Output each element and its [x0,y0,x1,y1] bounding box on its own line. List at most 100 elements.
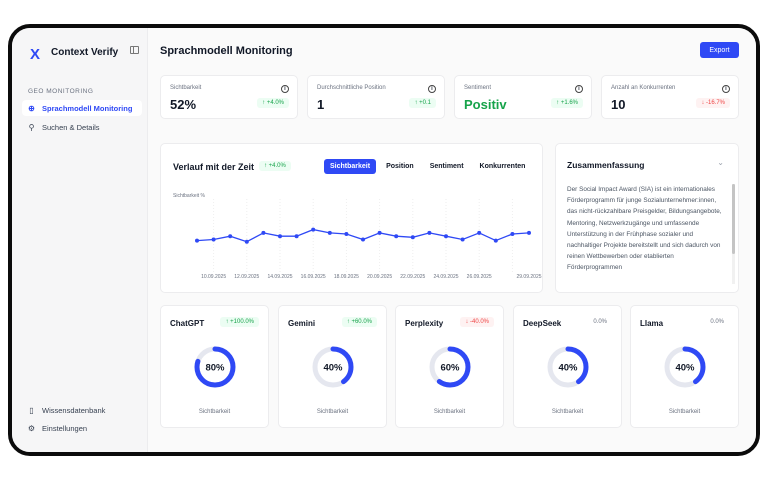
summary-card: Zusammenfassung ⌄ Der Social Impact Awar… [555,143,739,293]
donut-label: 80% [205,363,225,374]
tab-konkurrenten[interactable]: Konkurrenten [479,163,526,170]
chart-card: Verlauf mit der Zeit ↑ +4.0% Sichtbarkei… [160,143,543,293]
kpi-change: +0.1 [419,100,431,106]
kpi-change: +1.6% [560,100,578,106]
main-content: Sprachmodell Monitoring Export Sichtbark… [148,28,756,452]
model-name: Gemini [288,319,316,328]
model-change-badge: 0.0% [705,317,729,327]
x-tick-label: 18.09.2025 [334,274,359,280]
data-point [493,238,498,243]
chart-tabs: Sichtbarkeit Position Sentiment Konkurre… [324,159,531,174]
kpi-value: 1 [317,97,325,112]
donut-fill [664,346,706,388]
data-point [244,239,249,244]
data-point [261,230,266,235]
model-card-deepseek: DeepSeek 0.0% 40% Sichtbarkeit [513,305,622,428]
visibility-donut: 40% [547,346,589,388]
info-icon[interactable]: i [575,85,583,93]
info-icon[interactable]: i [428,85,436,93]
kpi-value: 10 [611,97,626,112]
visibility-donut: 40% [664,346,706,388]
sidebar-item-wissensdatenbank[interactable]: ▯ Wissensdatenbank [22,402,142,418]
kpi-label: Sentiment [464,85,492,91]
x-tick-label: 20.09.2025 [367,274,392,280]
data-point [195,238,199,243]
tab-position[interactable]: Position [386,163,414,170]
chevron-down-icon[interactable]: ⌄ [717,158,724,167]
x-tick-label: 26.09.2025 [467,274,492,280]
model-name: ChatGPT [170,319,205,328]
data-point [211,237,216,242]
data-point [311,227,316,232]
data-point [294,234,299,239]
model-metric-label: Sichtbarkeit [668,409,701,415]
export-button[interactable]: Export [700,42,739,58]
tab-sichtbarkeit[interactable]: Sichtbarkeit [324,159,377,174]
kpi-card-position: Durchschnittliche Position i 1 ↑ +0.1 [307,75,445,119]
model-change: 0.0% [710,319,724,325]
model-metric-label: Sichtbarkeit [198,409,231,415]
info-icon[interactable]: i [722,85,730,93]
logo-icon: Χ [30,46,41,63]
model-change-badge: ↓ -40.0% [460,317,494,327]
gear-icon: ⚙ [27,423,36,433]
donut-fill [429,346,471,388]
donut-label: 40% [675,363,695,374]
kpi-value: Positiv [464,97,507,112]
kpi-change-badge: ↓ -16.7% [696,98,730,108]
kpi-change: +4.0% [266,100,284,106]
data-point [278,234,282,239]
data-point [377,230,382,235]
y-axis-label: Sichtbarkeit % [173,193,205,199]
tab-sentiment[interactable]: Sentiment [429,163,464,170]
model-change-badge: ↑ +60.0% [341,317,377,327]
donut-fill [312,346,354,388]
kpi-change-badge: ↑ +0.1 [409,98,436,108]
data-point [444,234,448,239]
search-icon: ⚲ [28,122,35,132]
model-metric-label: Sichtbarkeit [551,409,584,415]
data-point [344,232,349,236]
sidebar-item-einstellungen[interactable]: ⚙ Einstellungen [22,420,142,436]
sidebar-toggle-icon[interactable] [130,46,139,54]
data-point [361,237,365,242]
donut-label: 40% [558,363,578,374]
donut-fill [194,346,236,388]
kpi-label: Sichtbarkeit [170,85,202,91]
x-tick-label: 14.09.2025 [267,274,292,280]
kpi-card-sichtbarkeit: Sichtbarkeit i 52% ↑ +4.0% [160,75,298,119]
kpi-label: Durchschnittliche Position [317,85,386,91]
summary-text: Der Social Impact Award (SIA) ist ein in… [567,186,722,272]
kpi-change-badge: ↑ +1.6% [551,98,583,108]
sidebar-item-label: Sprachmodell Monitoring [42,103,133,113]
kpi-label: Anzahl an Konkurrenten [611,85,676,91]
sidebar-item-sprachmodell-monitoring[interactable]: ⊕ Sprachmodell Monitoring [22,100,142,116]
sidebar-item-suchen-details[interactable]: ⚲ Suchen & Details [22,119,142,135]
model-name: Perplexity [405,319,444,328]
data-point [410,235,415,240]
donut-label: 40% [323,363,343,374]
data-point [427,230,432,235]
visibility-donut: 40% [312,346,354,388]
kpi-card-konkurrenten: Anzahl an Konkurrenten i 10 ↓ -16.7% [601,75,739,119]
chart-change: +4.0% [268,163,286,169]
sidebar-item-label: Wissensdatenbank [42,405,106,415]
sidebar-item-label: Suchen & Details [42,122,100,132]
model-metric-label: Sichtbarkeit [316,409,349,415]
x-tick-label: 10.09.2025 [201,274,226,280]
data-point [327,230,332,235]
sidebar-item-label: Einstellungen [42,423,88,433]
model-card-chatgpt: ChatGPT ↑ +100.0% 80% Sichtbarkeit [160,305,269,428]
scrollbar[interactable] [732,184,735,284]
x-tick-label: 12.09.2025 [234,274,259,280]
data-point [527,230,531,235]
data-point [460,237,465,242]
model-change: +100.0% [230,319,254,325]
kpi-change-badge: ↑ +4.0% [257,98,289,108]
book-icon: ▯ [29,405,34,415]
info-icon[interactable]: i [281,85,289,93]
model-card-gemini: Gemini ↑ +60.0% 40% Sichtbarkeit [278,305,387,428]
model-metric-label: Sichtbarkeit [433,409,466,415]
model-change: 0.0% [593,319,607,325]
donut-label: 60% [440,363,460,374]
